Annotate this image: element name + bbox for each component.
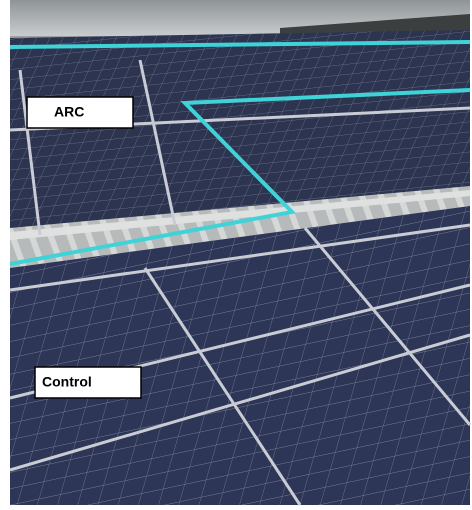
label-box <box>34 366 142 399</box>
hills <box>280 14 470 36</box>
rail <box>10 190 470 240</box>
upper-panels <box>10 30 470 240</box>
lower-panels <box>10 206 470 505</box>
boundary-lines <box>9 40 471 266</box>
control-label: Control <box>34 366 142 399</box>
label-text: Control <box>42 374 92 390</box>
arc-label: ARC <box>26 96 134 129</box>
scene <box>9 0 472 506</box>
label-text: ARC <box>54 104 84 120</box>
label-box <box>26 96 134 129</box>
